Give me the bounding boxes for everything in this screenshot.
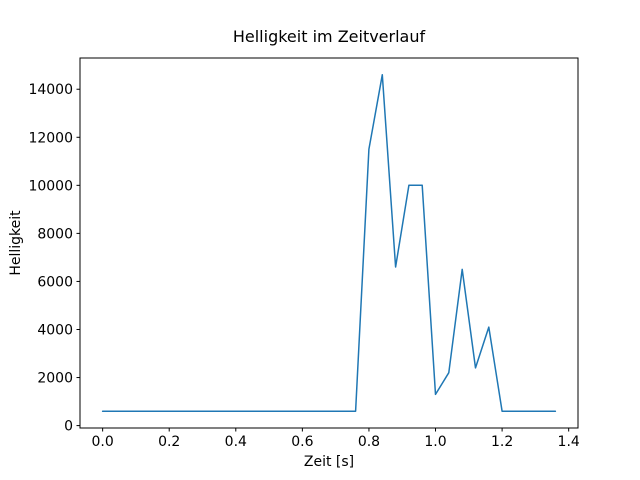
y-tick-label: 2000: [37, 371, 73, 387]
x-tick-label: 1.2: [491, 434, 513, 450]
x-tick-label: 0.4: [225, 434, 247, 450]
y-axis-label: Helligkeit: [8, 210, 24, 276]
x-tick-label: 1.4: [558, 434, 580, 450]
x-tick-label: 0.6: [291, 434, 313, 450]
x-tick-label: 0.0: [92, 434, 114, 450]
brightness-line-series: [101, 74, 557, 412]
y-tick-label: 14000: [28, 82, 73, 98]
axes-box: [79, 57, 579, 429]
x-tick-label: 0.8: [358, 434, 380, 450]
y-tick-label: 6000: [37, 274, 73, 290]
y-tick-label: 12000: [28, 130, 73, 146]
y-tick-label: 8000: [37, 226, 73, 242]
chart-title: Helligkeit im Zeitverlauf: [233, 27, 426, 46]
y-tick-label: 0: [64, 419, 73, 435]
x-tick-label: 1.0: [424, 434, 446, 450]
y-tick-label: 10000: [28, 178, 73, 194]
y-tick-label: 4000: [37, 322, 73, 338]
x-tick-label: 0.2: [158, 434, 180, 450]
x-axis-label: Zeit [s]: [304, 454, 354, 470]
